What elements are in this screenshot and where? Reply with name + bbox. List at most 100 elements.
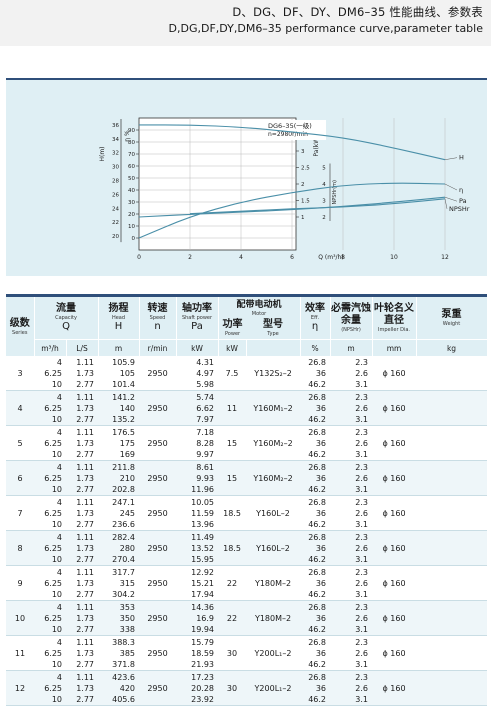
units-row: m³/h L/S m r/min kW kW% m mm kg — [6, 339, 488, 356]
cell-npsh-value: 2.6 — [355, 683, 369, 693]
unit-cell: L/S — [66, 339, 99, 356]
cell-impeller: ϕ 160 — [372, 356, 417, 391]
cell-motor-power: 22 — [218, 600, 247, 636]
cell-efficiency-value: 26.8 — [308, 392, 327, 402]
cell-flow-ls: 1.11 1.73 2.77 — [66, 635, 99, 671]
cell-npsh-value: 3.1 — [355, 414, 369, 424]
cell-efficiency: 26.8 36 46.2 — [300, 495, 331, 531]
cell-flow-m3h-value: 10 — [51, 414, 62, 424]
th-speed: 转速 Speed n — [139, 297, 177, 340]
cell-efficiency-value: 36 — [315, 578, 327, 588]
series-label-Pa: Pa — [459, 197, 467, 205]
cell-npsh-value: 3.1 — [355, 519, 369, 529]
th-series: 级数 Series — [6, 297, 35, 356]
cell-head: 141.2 140 135.2 — [98, 390, 140, 426]
cell-flow-m3h: 4 6.25 10 — [34, 635, 66, 671]
cell-stage: 5 — [6, 425, 34, 461]
cell-shaft-power-value: 15.79 — [191, 637, 215, 647]
cell-efficiency-value: 36 — [315, 508, 327, 518]
cell-shaft-power-value: 5.98 — [196, 379, 215, 389]
legend-title: DG6–35(一级) — [268, 121, 312, 130]
cell-npsh-value: 3.1 — [355, 449, 369, 459]
cell-efficiency-value: 26.8 — [308, 532, 327, 542]
eta-tick-label: 90 — [128, 128, 135, 134]
series-label-npsh: NPSHr — [449, 205, 470, 213]
cell-flow-m3h: 4 6.25 10 — [34, 495, 66, 531]
cell-efficiency: 26.8 36 46.2 — [300, 635, 331, 671]
cell-impeller: ϕ 160 — [372, 530, 417, 566]
cell-weight — [416, 356, 488, 391]
cell-flow-m3h: 4 6.25 10 — [34, 356, 66, 391]
cell-flow-m3h-value: 6.25 — [44, 648, 62, 658]
cell-npsh-value: 3.1 — [355, 694, 369, 704]
cell-flow-ls: 1.11 1.73 2.77 — [66, 670, 99, 706]
h-tick-label: 26 — [112, 192, 119, 198]
unit-cell: kW — [176, 339, 219, 356]
pa-tick-label: 1 — [301, 215, 305, 221]
cell-shaft-power-value: 21.93 — [191, 659, 215, 669]
cell-efficiency-value: 36 — [315, 473, 327, 483]
eta-tick-label: 20 — [128, 212, 135, 218]
cell-head-value: 101.4 — [112, 379, 136, 389]
cell-efficiency-value: 46.2 — [308, 659, 327, 669]
series-line-Pa — [138, 196, 446, 218]
cell-efficiency-value: 46.2 — [308, 449, 327, 459]
x-tick-label: 10 — [390, 254, 398, 261]
cell-stage: 10 — [6, 600, 34, 636]
cell-flow-ls: 1.11 1.73 2.77 — [66, 425, 99, 461]
cell-motor-power: 15 — [218, 460, 247, 496]
cell-efficiency-value: 46.2 — [308, 484, 327, 494]
cell-speed: 2950 — [139, 460, 177, 496]
cell-npsh-value: 2.3 — [355, 357, 369, 367]
h-tick-label: 20 — [112, 234, 119, 240]
cell-motor-power: 15 — [218, 425, 247, 461]
cell-head-value: 385 — [119, 648, 136, 658]
th-shaft-power: 轴功率 Shaft power Pa — [176, 297, 219, 340]
cell-head-value: 247.1 — [112, 497, 136, 507]
cell-stage: 4 — [6, 390, 34, 426]
cell-weight — [416, 635, 488, 671]
th-efficiency: 效率 Eff. η — [300, 297, 331, 340]
cell-efficiency: 26.8 36 46.2 — [300, 390, 331, 426]
cell-efficiency-value: 46.2 — [308, 554, 327, 564]
cell-weight — [416, 565, 488, 601]
cell-flow-ls-value: 1.11 — [76, 427, 95, 437]
cell-flow-ls-value: 2.77 — [76, 379, 95, 389]
cell-flow-ls-value: 2.77 — [76, 449, 95, 459]
cell-head: 105.9 105 101.4 — [98, 356, 140, 391]
cell-npsh-value: 2.6 — [355, 578, 369, 588]
cell-flow-m3h-value: 6.25 — [44, 438, 62, 448]
cell-shaft-power-value: 13.96 — [191, 519, 215, 529]
cell-head-value: 420 — [119, 683, 136, 693]
cell-flow-ls-value: 2.77 — [76, 519, 95, 529]
cell-shaft-power-value: 17.23 — [191, 672, 215, 682]
cell-motor-power: 18.5 — [218, 530, 247, 566]
cell-flow-m3h-value: 4 — [56, 567, 62, 577]
npsh-tick-label: 2 — [322, 215, 326, 221]
cell-shaft-power-value: 11.59 — [191, 508, 215, 518]
cell-efficiency-value: 26.8 — [308, 427, 327, 437]
cell-npsh: 2.3 2.6 3.1 — [330, 530, 373, 566]
cell-flow-ls-value: 2.77 — [76, 589, 95, 599]
x-axis-label: Q (m³/h) — [318, 254, 343, 261]
cell-npsh-value: 2.3 — [355, 497, 369, 507]
cell-impeller: ϕ 160 — [372, 670, 417, 706]
cell-npsh-value: 3.1 — [355, 484, 369, 494]
cell-efficiency-value: 46.2 — [308, 379, 327, 389]
cell-head-value: 141.2 — [112, 392, 136, 402]
cell-motor-type: Y200L₁–2 — [246, 635, 301, 671]
cell-speed: 2950 — [139, 600, 177, 636]
cell-weight — [416, 670, 488, 706]
cell-head-value: 140 — [119, 403, 136, 413]
cell-npsh-value: 3.1 — [355, 554, 369, 564]
cell-flow-ls: 1.11 1.73 2.77 — [66, 600, 99, 636]
cell-shaft-power-value: 12.92 — [191, 567, 215, 577]
cell-shaft-power: 4.31 4.97 5.98 — [176, 356, 219, 391]
cell-npsh-value: 3.1 — [355, 624, 369, 634]
cell-shaft-power-value: 11.96 — [191, 484, 215, 494]
cell-npsh-value: 3.1 — [355, 589, 369, 599]
x-tick-label: 0 — [137, 254, 141, 261]
series-line-npsh — [189, 198, 446, 215]
cell-impeller: ϕ 160 — [372, 495, 417, 531]
th-motor-type: 型号 — [263, 318, 284, 330]
